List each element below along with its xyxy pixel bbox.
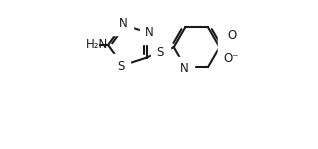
Text: S: S: [156, 46, 164, 59]
Text: N⁺: N⁺: [224, 41, 239, 54]
Text: N: N: [180, 62, 188, 75]
Text: N: N: [119, 17, 127, 30]
Text: N: N: [145, 26, 154, 39]
Text: O⁻: O⁻: [224, 52, 239, 65]
Text: H₂N: H₂N: [86, 38, 108, 51]
Text: S: S: [117, 60, 125, 73]
Text: O: O: [227, 30, 236, 42]
